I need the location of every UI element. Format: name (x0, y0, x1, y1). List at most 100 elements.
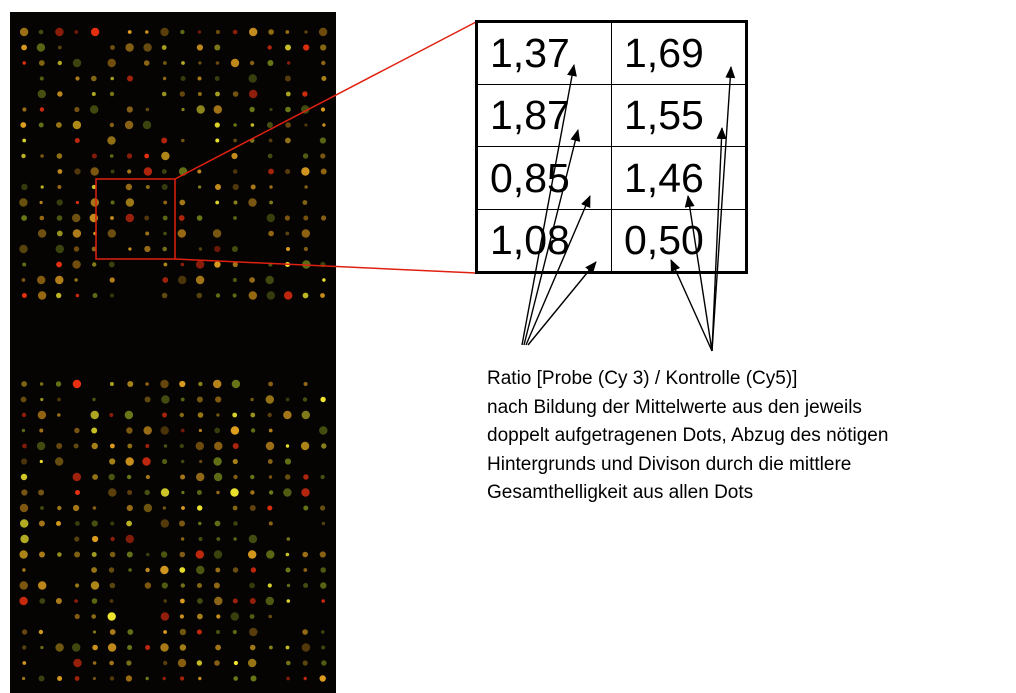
array-dot (144, 489, 150, 496)
table-cell: 1,37 (476, 20, 612, 86)
array-dot (110, 293, 114, 298)
array-dot (162, 277, 169, 283)
array-dot (20, 122, 27, 128)
array-dot (179, 644, 187, 651)
array-dot (181, 138, 185, 143)
array-dot (89, 213, 99, 223)
array-dot (197, 169, 202, 174)
array-dot (144, 245, 151, 253)
array-dot (39, 215, 45, 221)
array-dot (127, 490, 133, 495)
array-dot (126, 520, 132, 527)
array-dot (213, 379, 222, 389)
microarray-image (10, 12, 336, 693)
array-dot (196, 629, 202, 635)
arrow-icon (527, 261, 597, 346)
array-dot (90, 198, 100, 207)
array-dot (40, 506, 44, 510)
array-dot (128, 568, 132, 572)
array-dot (301, 229, 310, 238)
array-dot (74, 599, 78, 603)
array-dot (179, 520, 185, 527)
array-dot (39, 598, 46, 604)
array-dot (267, 153, 273, 159)
array-dot (146, 552, 150, 557)
array-dot (110, 216, 114, 220)
array-dot (110, 521, 115, 526)
array-dot (91, 552, 97, 557)
array-dot (301, 488, 310, 497)
array-dot (162, 676, 166, 681)
array-dot (321, 521, 326, 526)
caption: Ratio [Probe (Cy 3) / Kontrolle (Cy5)] n… (487, 365, 1012, 508)
array-dot (268, 138, 273, 143)
array-dot (92, 630, 97, 634)
array-dot (214, 261, 221, 268)
array-dot (181, 490, 185, 495)
array-dot (216, 413, 220, 417)
array-dot (107, 136, 116, 145)
array-dot (213, 457, 222, 466)
array-dot (74, 106, 80, 113)
array-dot (90, 581, 100, 590)
array-dot (303, 381, 308, 387)
array-dot (180, 583, 185, 588)
array-dot (232, 458, 238, 465)
array-dot (302, 153, 309, 159)
array-dot (180, 29, 185, 35)
array-dot (285, 262, 290, 267)
array-dot (319, 137, 326, 144)
array-dot (74, 427, 80, 434)
array-dot (232, 183, 239, 191)
array-dot (302, 629, 308, 635)
array-dot (215, 567, 221, 573)
array-dot (285, 397, 290, 402)
array-dot (160, 488, 170, 497)
array-dot (320, 153, 326, 159)
array-dot (161, 582, 168, 589)
array-dot (214, 122, 220, 128)
array-dot (20, 473, 28, 481)
array-dot (197, 598, 203, 604)
array-dot (284, 75, 291, 82)
array-dot (110, 169, 115, 174)
array-dot (22, 676, 26, 681)
array-dot (38, 29, 44, 35)
array-dot (302, 260, 311, 269)
array-dot (303, 676, 307, 681)
array-dot (145, 676, 149, 681)
array-dot (179, 614, 184, 619)
array-dot (56, 153, 63, 159)
array-dot (92, 661, 97, 665)
array-dot (213, 472, 223, 482)
array-dot (19, 550, 28, 559)
array-dot (232, 629, 237, 635)
array-dot (249, 106, 255, 113)
array-dot (196, 472, 205, 482)
array-dot (22, 138, 27, 143)
array-dot (108, 261, 115, 268)
array-dot (92, 262, 97, 267)
array-dot (266, 213, 275, 223)
table-cell: 0,50 (611, 208, 747, 274)
array-dot (37, 410, 47, 420)
array-dot (266, 550, 275, 559)
array-dot (74, 168, 81, 175)
array-dot (55, 457, 64, 466)
array-dot (302, 292, 309, 299)
array-dot (180, 397, 185, 402)
array-dot (179, 199, 186, 206)
table-row: 1,87 1,55 (476, 84, 747, 148)
array-dot (38, 581, 47, 590)
array-dot (179, 412, 184, 418)
array-dot (145, 474, 150, 480)
array-dot (302, 660, 308, 666)
array-dot (57, 45, 62, 50)
array-dot (127, 629, 134, 635)
array-dot (124, 410, 134, 420)
array-dot (19, 596, 28, 606)
array-dot (249, 505, 256, 511)
array-dot (215, 61, 220, 65)
array-dot (195, 275, 205, 285)
array-dot (161, 151, 170, 161)
